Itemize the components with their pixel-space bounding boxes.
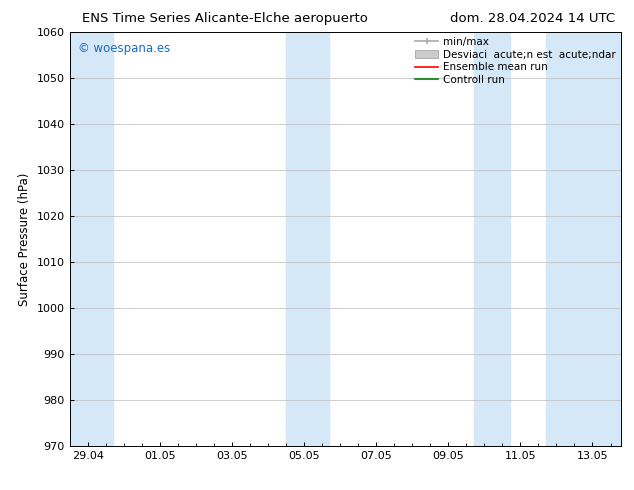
Text: © woespana.es: © woespana.es bbox=[78, 42, 171, 55]
Text: ENS Time Series Alicante-Elche aeropuerto: ENS Time Series Alicante-Elche aeropuert… bbox=[82, 12, 368, 25]
Bar bbox=[474, 32, 510, 446]
Legend: min/max, Desviaci  acute;n est  acute;ndar, Ensemble mean run, Controll run: min/max, Desviaci acute;n est acute;ndar… bbox=[413, 35, 618, 87]
Bar bbox=[546, 32, 621, 446]
Y-axis label: Surface Pressure (hPa): Surface Pressure (hPa) bbox=[18, 172, 31, 306]
Bar bbox=[70, 32, 113, 446]
Bar bbox=[286, 32, 329, 446]
Text: dom. 28.04.2024 14 UTC: dom. 28.04.2024 14 UTC bbox=[450, 12, 615, 25]
